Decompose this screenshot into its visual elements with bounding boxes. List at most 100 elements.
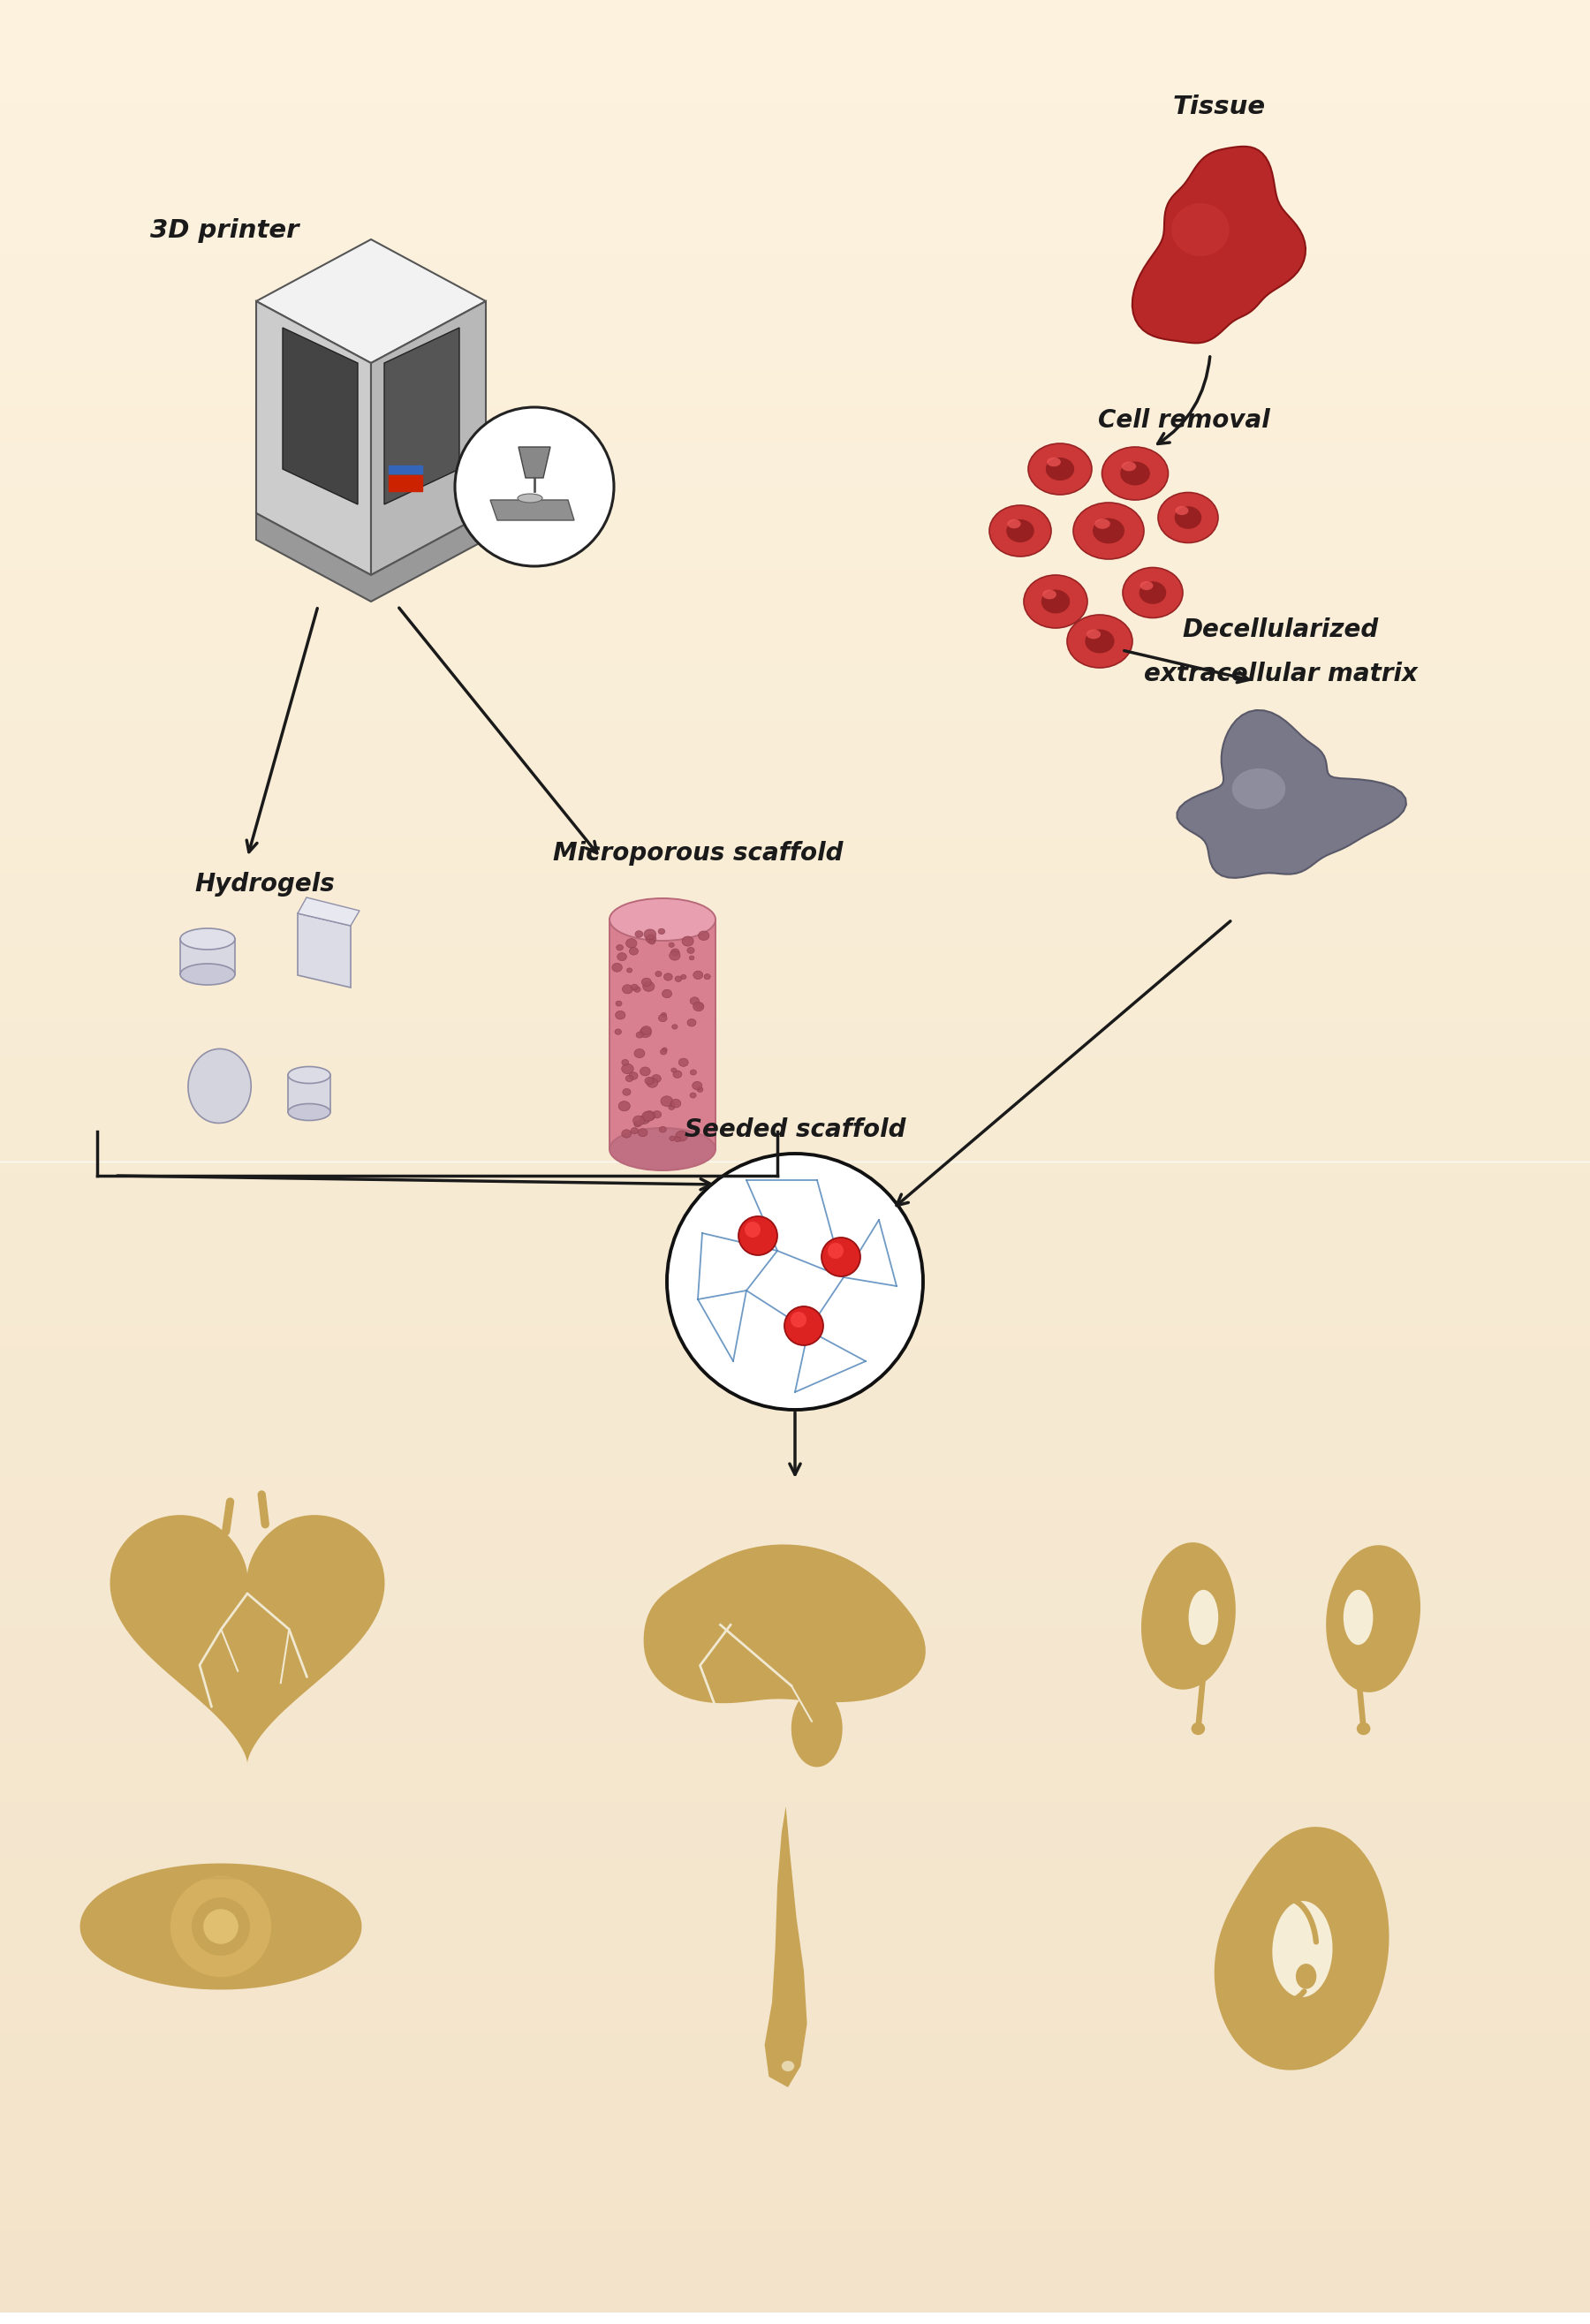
Bar	[0, 941, 1590, 953]
Bar	[0, 418, 1590, 430]
Ellipse shape	[692, 1081, 703, 1090]
Polygon shape	[1215, 1827, 1390, 2071]
Bar	[0, 906, 1590, 918]
Ellipse shape	[634, 988, 641, 992]
Bar	[0, 105, 1590, 116]
Ellipse shape	[288, 1104, 331, 1120]
Bar	[0, 639, 1590, 651]
Bar	[0, 1406, 1590, 1418]
Bar	[0, 2254, 1590, 2266]
Bar	[0, 837, 1590, 848]
Bar	[0, 1766, 1590, 1778]
Ellipse shape	[653, 1111, 661, 1118]
Bar	[0, 1429, 1590, 1441]
Ellipse shape	[661, 990, 673, 997]
Ellipse shape	[633, 1116, 644, 1125]
Bar	[0, 1185, 1590, 1197]
Text: extracellular matrix: extracellular matrix	[1143, 662, 1418, 686]
Ellipse shape	[1046, 458, 1061, 467]
Polygon shape	[385, 328, 460, 504]
Ellipse shape	[1043, 590, 1056, 600]
Bar	[0, 1499, 1590, 1511]
Bar	[0, 1104, 1590, 1116]
Ellipse shape	[687, 1018, 696, 1027]
Bar	[0, 1929, 1590, 1941]
Bar	[0, 872, 1590, 883]
Bar	[0, 2080, 1590, 2092]
Bar	[0, 546, 1590, 558]
Bar	[0, 395, 1590, 407]
Bar	[0, 279, 1590, 290]
Ellipse shape	[1086, 630, 1100, 639]
Bar	[0, 1336, 1590, 1348]
Bar	[0, 1743, 1590, 1755]
Text: 3D printer: 3D printer	[149, 218, 299, 244]
Ellipse shape	[674, 1136, 681, 1141]
Ellipse shape	[660, 1048, 666, 1055]
Polygon shape	[1172, 202, 1229, 256]
Bar	[0, 1569, 1590, 1580]
Bar	[0, 139, 1590, 151]
Bar	[0, 511, 1590, 523]
Polygon shape	[297, 897, 359, 925]
Bar	[0, 1139, 1590, 1150]
Ellipse shape	[644, 1111, 655, 1120]
Ellipse shape	[695, 1004, 703, 1009]
Bar	[0, 755, 1590, 767]
Ellipse shape	[1344, 1590, 1374, 1645]
Bar	[0, 2219, 1590, 2231]
Bar	[0, 2150, 1590, 2161]
Bar	[0, 1057, 1590, 1069]
Polygon shape	[1326, 1545, 1420, 1692]
Bar	[0, 1313, 1590, 1325]
Bar	[0, 848, 1590, 860]
Bar	[0, 895, 1590, 906]
Ellipse shape	[1073, 502, 1143, 560]
Bar	[0, 430, 1590, 442]
Ellipse shape	[696, 1088, 703, 1092]
Bar	[0, 2208, 1590, 2219]
Bar	[0, 46, 1590, 58]
Bar	[0, 2126, 1590, 2138]
Ellipse shape	[665, 974, 673, 981]
Ellipse shape	[690, 1069, 696, 1076]
Bar	[0, 1069, 1590, 1081]
Ellipse shape	[622, 985, 633, 995]
Bar	[0, 1813, 1590, 1824]
Bar	[0, 1638, 1590, 1650]
Ellipse shape	[782, 2061, 795, 2071]
Ellipse shape	[639, 1027, 652, 1037]
Bar	[0, 651, 1590, 662]
Bar	[0, 988, 1590, 999]
Bar	[0, 1650, 1590, 1662]
Ellipse shape	[669, 944, 674, 948]
Ellipse shape	[617, 953, 626, 960]
Bar	[0, 918, 1590, 930]
Bar	[0, 500, 1590, 511]
Bar	[0, 2243, 1590, 2254]
Bar	[0, 1452, 1590, 1464]
Ellipse shape	[1084, 630, 1115, 653]
Bar	[0, 627, 1590, 639]
Circle shape	[666, 1153, 924, 1411]
Bar	[0, 976, 1590, 988]
Ellipse shape	[1006, 518, 1034, 541]
Bar	[0, 453, 1590, 465]
Bar	[0, 1731, 1590, 1743]
Ellipse shape	[1094, 518, 1110, 530]
Ellipse shape	[1046, 458, 1075, 481]
Bar	[0, 535, 1590, 546]
Bar	[0, 1116, 1590, 1127]
Bar	[0, 221, 1590, 232]
Bar	[0, 1894, 1590, 1906]
Bar	[0, 1952, 1590, 1964]
Bar	[0, 1522, 1590, 1534]
Bar	[0, 186, 1590, 198]
Bar	[0, 256, 1590, 267]
Ellipse shape	[1175, 507, 1202, 530]
Ellipse shape	[1029, 444, 1092, 495]
Bar	[0, 290, 1590, 302]
Bar	[0, 349, 1590, 360]
Bar	[0, 1859, 1590, 1871]
Bar	[0, 163, 1590, 174]
